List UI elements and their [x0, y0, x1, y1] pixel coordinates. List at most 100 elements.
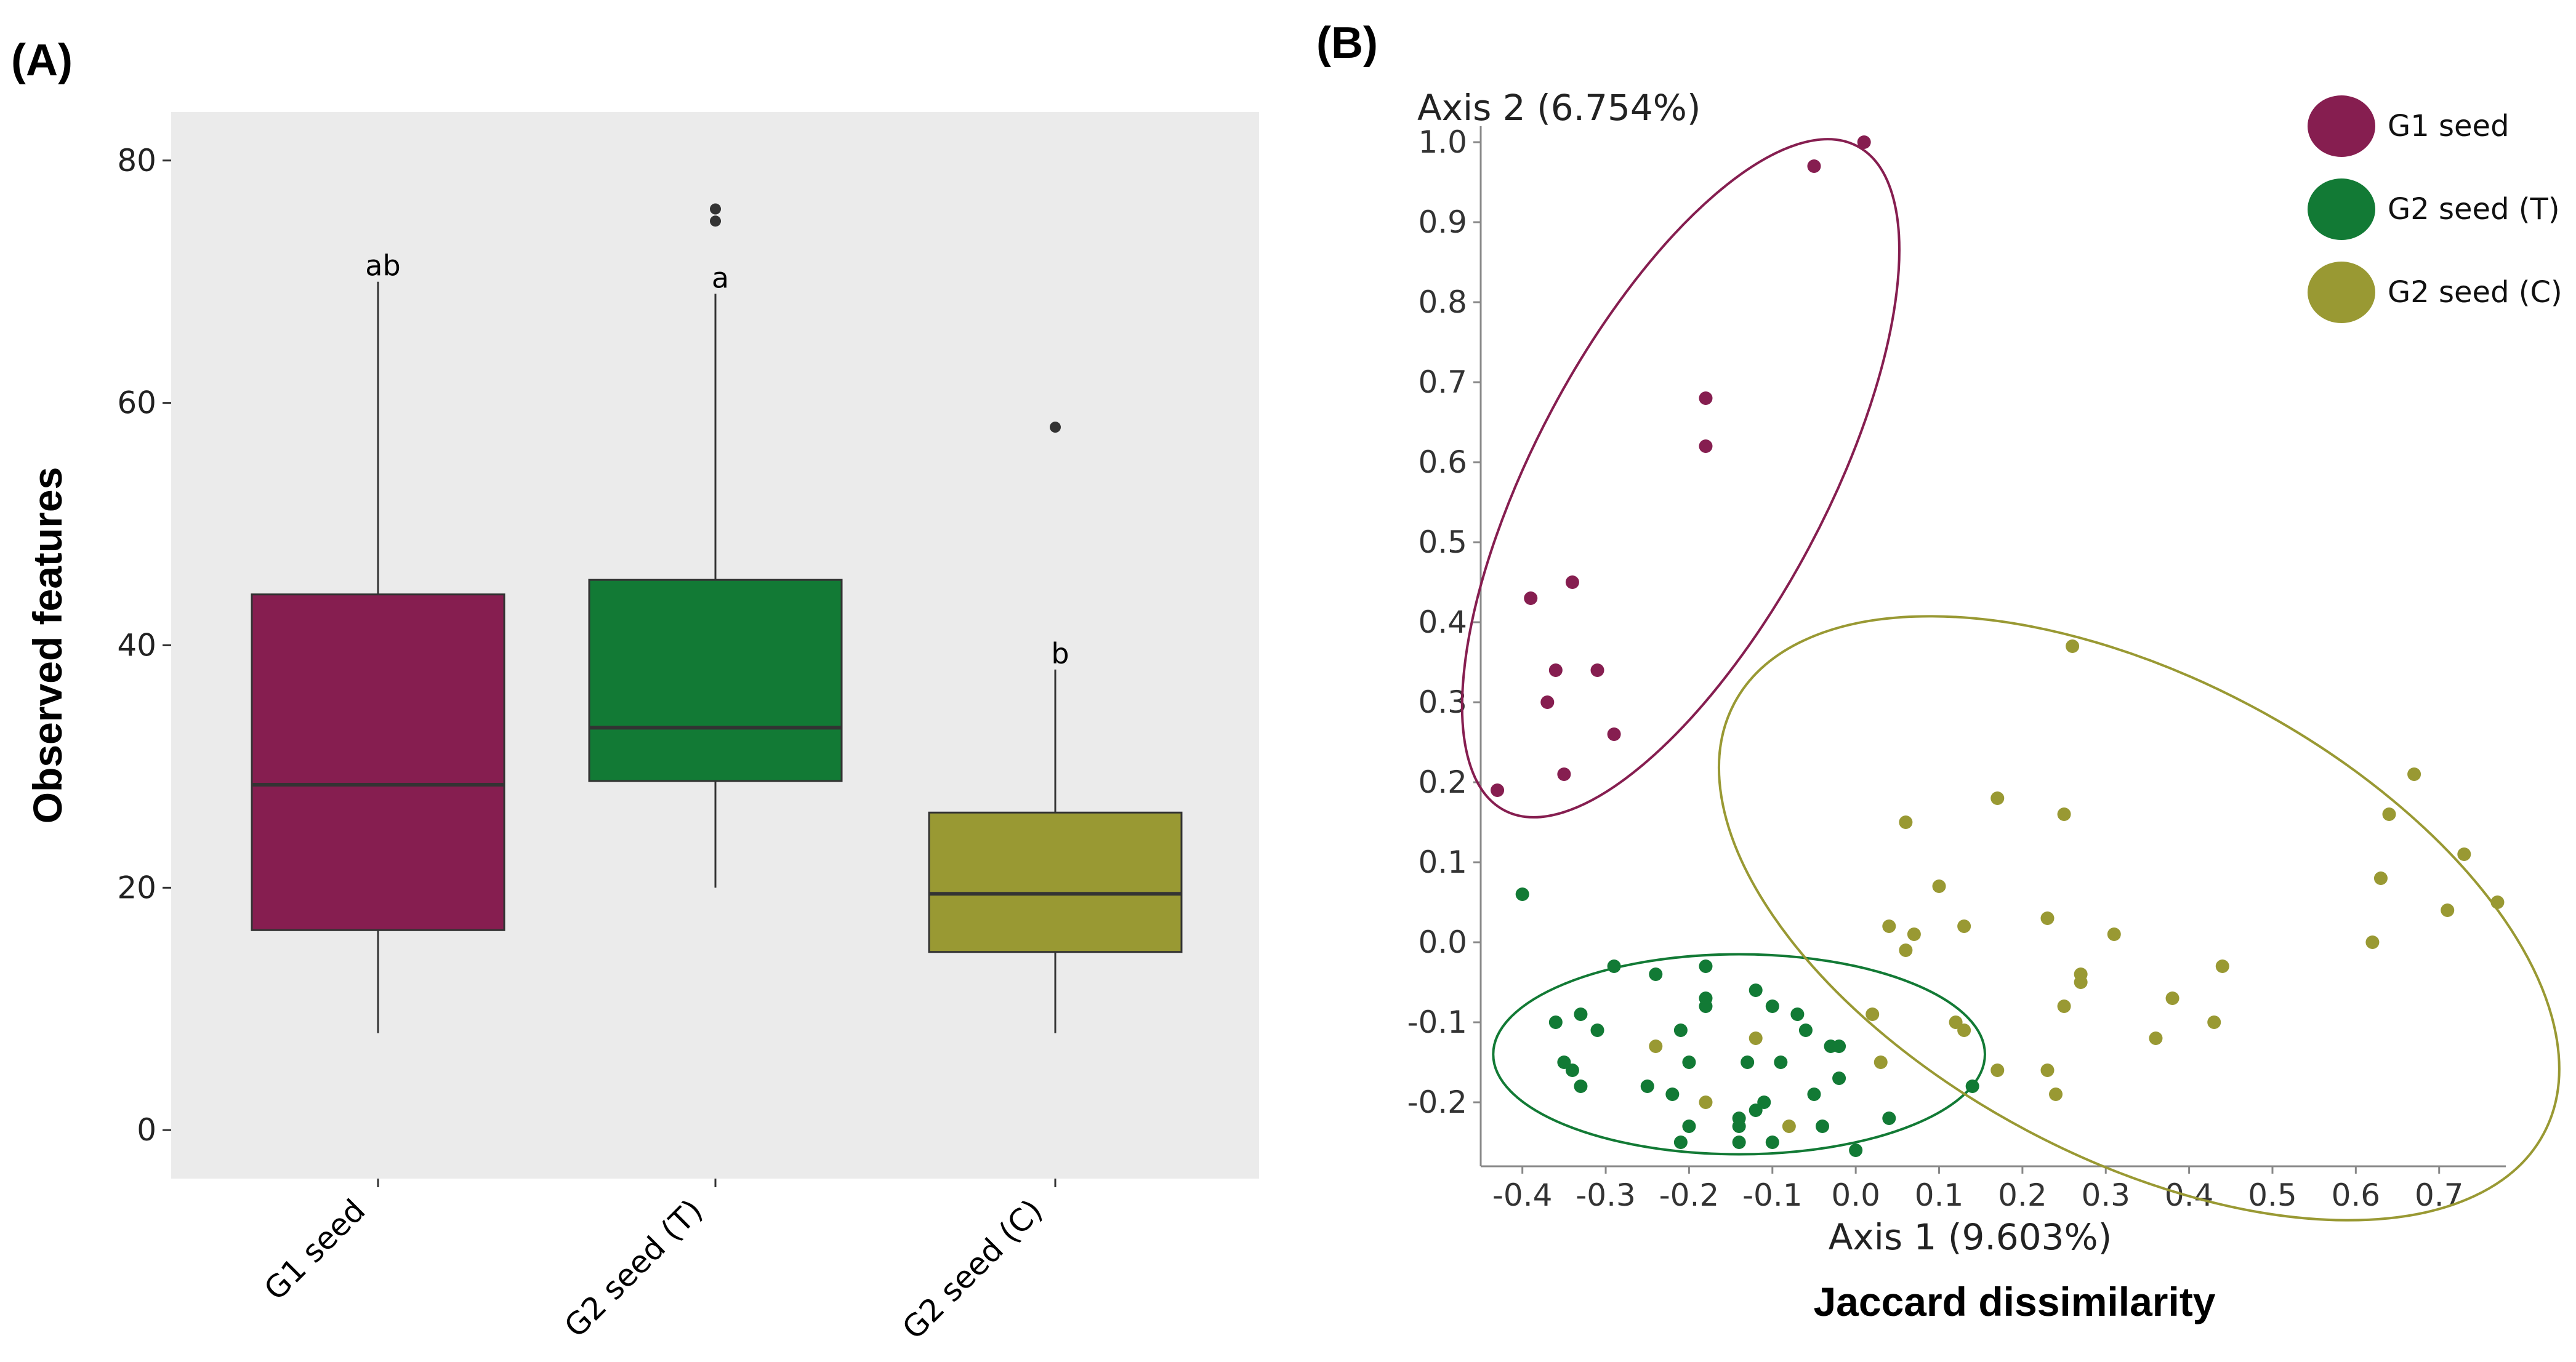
scatter-point	[1699, 391, 1713, 405]
box-iqr	[251, 593, 505, 931]
y-tick-label: 0.0	[1418, 924, 1467, 960]
x-category-label: G1 seed	[257, 1192, 372, 1307]
scatter-point	[2040, 1064, 2055, 1077]
outlier-point	[1050, 422, 1061, 433]
x-tick-label: -0.2	[1659, 1177, 1720, 1213]
scatter-point	[1782, 1120, 1796, 1133]
scatter-point	[2165, 991, 2180, 1005]
box-plot-panel: 0 20 40 60 80 Observed features ab G1 seed a G2 s…	[25, 112, 1259, 1347]
scatter-point	[2040, 911, 2055, 925]
scatter-point	[1765, 1136, 1779, 1149]
x-tick-label: -0.4	[1492, 1177, 1553, 1213]
scatter-point	[1807, 159, 1821, 173]
scatter-point	[1749, 983, 1763, 997]
scatter-point	[1882, 1112, 1896, 1125]
confidence-ellipse	[1492, 953, 1986, 1156]
scatter-point	[1790, 1007, 1805, 1021]
x-tick-label: 0.3	[2081, 1177, 2130, 1213]
scatter-point	[1607, 727, 1621, 741]
scatter-point	[1832, 1072, 1846, 1085]
scatter-point	[2107, 927, 2121, 941]
y-tick-label: 0.9	[1418, 204, 1467, 240]
y-tick-label: 0.8	[1418, 284, 1467, 320]
scatter-point	[1732, 1136, 1746, 1149]
scatter-point	[1957, 1024, 1971, 1037]
y-tick-label: 0.6	[1418, 444, 1467, 480]
scatter-series	[1515, 887, 1979, 1157]
outlier-point	[710, 203, 721, 215]
scatter-point	[1932, 879, 1946, 893]
scatter-point	[1874, 1056, 1888, 1069]
scatter-point	[1607, 959, 1621, 973]
scatter-point	[2149, 1032, 2163, 1045]
legend-swatch	[2308, 95, 2375, 157]
scatter-series	[1491, 135, 1871, 797]
scatter-point	[2365, 935, 2380, 949]
y-tick-label: 0.5	[1418, 524, 1467, 560]
x-tick-label: 0.6	[2332, 1177, 2381, 1213]
scatter-point	[1548, 1015, 1563, 1029]
panel-b-label: (B)	[1316, 18, 1378, 68]
scatter-point	[1899, 943, 1913, 957]
legend: G1 seed G2 seed (T) G2 seed (C)	[2308, 95, 2562, 323]
scatter-point	[2074, 975, 2088, 989]
scatter-point	[1524, 591, 1538, 605]
x-category-label: G2 seed (C)	[895, 1192, 1049, 1346]
scatter-point	[1957, 919, 1971, 933]
scatter-point	[1857, 135, 1871, 149]
scatter-point	[1749, 1032, 1763, 1045]
significance-letter: ab	[365, 249, 400, 282]
scatter-point	[1565, 1064, 1579, 1077]
scatter-point	[1741, 1056, 1755, 1069]
x-tick-label: -0.1	[1742, 1177, 1803, 1213]
scatter-point	[1699, 439, 1713, 453]
outlier-point	[710, 215, 721, 227]
scatter-point	[1699, 959, 1713, 973]
scatter-point	[1649, 967, 1663, 981]
y-tick-label: 40	[117, 628, 156, 663]
scatter-point	[2049, 1088, 2063, 1101]
x-category-label: G2 seed (T)	[558, 1192, 710, 1344]
legend-label: G2 seed (T)	[2388, 192, 2560, 226]
pcoa-scatter-panel: -0.2 -0.1 0.0 0.1 0.2 0.3 0.4 0.5 0.6 0.7 0.8 0.9 1.…	[1407, 87, 2562, 1324]
scatter-point	[1548, 663, 1563, 677]
scatter-point	[2207, 1015, 2221, 1029]
scatter-point	[2066, 639, 2080, 653]
y-tick-label: -0.2	[1407, 1084, 1467, 1120]
x-tick-label: 0.1	[1915, 1177, 1964, 1213]
scatter-series	[1649, 639, 2505, 1133]
scatter-point	[1673, 1136, 1688, 1149]
scatter-point	[1649, 1040, 1663, 1053]
scatter-point	[1749, 1104, 1763, 1117]
scatter-point	[1882, 919, 1896, 933]
scatter-point	[1816, 1120, 1829, 1133]
scatter-point	[2373, 871, 2388, 885]
x-tick-label: -0.3	[1576, 1177, 1636, 1213]
scatter-point	[1540, 695, 1555, 709]
x-tick-label: 0.2	[1998, 1177, 2047, 1213]
confidence-ellipse	[1460, 138, 1901, 819]
y-tick-label: 0.3	[1418, 684, 1467, 720]
scatter-point	[2382, 807, 2396, 821]
y-axis-title: Observed features	[25, 467, 70, 824]
x-tick-label: 0.0	[1831, 1177, 1880, 1213]
panel-a-label: (A)	[11, 36, 73, 85]
plot-subtitle: Jaccard dissimilarity	[1813, 1279, 2215, 1324]
scatter-point	[2057, 999, 2071, 1013]
scatter-point	[1665, 1088, 1680, 1101]
scatter-point	[1907, 927, 1921, 941]
y-tick-label: 0.7	[1418, 364, 1467, 400]
scatter-point	[1899, 815, 1913, 829]
scatter-point	[2490, 895, 2505, 909]
scatter-point	[1574, 1007, 1588, 1021]
scatter-point	[2215, 959, 2229, 973]
scatter-point	[2407, 767, 2421, 781]
legend-label: G2 seed (C)	[2388, 275, 2562, 310]
scatter-point	[1866, 1007, 1880, 1021]
y-tick-label: 0.1	[1418, 844, 1467, 880]
scatter-point	[1590, 663, 1604, 677]
scatter-point	[1682, 1056, 1696, 1069]
box-iqr	[588, 579, 843, 782]
significance-letter: b	[1051, 637, 1069, 670]
